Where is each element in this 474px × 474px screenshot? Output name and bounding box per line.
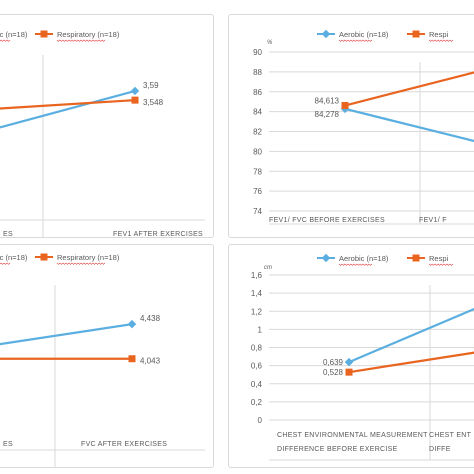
respiratory-point-legend <box>412 254 420 262</box>
data-label: 3,548 <box>143 98 164 107</box>
x-category-label: FEV1/ FVC BEFORE EXERCISES <box>269 217 385 224</box>
data-label: 84,278 <box>315 110 340 119</box>
aerobic-series-line <box>344 107 474 143</box>
respiratory-point-0 <box>345 368 353 376</box>
respiratory-point-legend <box>40 30 48 38</box>
y-tick-label: 74 <box>253 207 262 216</box>
x-category-label: DIFFERENCE BEFORE EXERCISE <box>277 446 398 453</box>
x-category-label: CHEST ENT <box>429 432 472 439</box>
y-unit-label: % <box>267 40 273 46</box>
data-label: 4,438 <box>140 314 161 323</box>
x-category-label: FVC AFTER EXERCISES <box>81 441 167 448</box>
spellcheck-squiggle <box>428 263 454 266</box>
spellcheck-squiggle <box>338 263 373 266</box>
respiratory-point-1 <box>131 96 139 104</box>
y-tick-label: 1,2 <box>251 307 263 316</box>
x-category-label: FEV1 AFTER EXERCISES <box>113 231 203 238</box>
data-label: 84,613 <box>315 97 340 106</box>
data-label: 0,528 <box>323 368 344 377</box>
y-tick-label: 88 <box>253 68 262 77</box>
y-tick-label: 78 <box>253 167 262 176</box>
aerobic-point-legend <box>321 253 331 263</box>
chart-fvc: ES FVC AFTER EXERCISES 4,438 4,043 erobic (n… <box>0 253 205 467</box>
spellcheck-squiggle <box>0 39 11 42</box>
y-tick-label: 1 <box>258 325 263 334</box>
respiratory-point-legend <box>40 253 48 261</box>
spellcheck-squiggle <box>428 39 454 42</box>
y-tick-label: 0,6 <box>251 362 263 371</box>
y-tick-label: 1,6 <box>251 271 263 280</box>
legend-label: erobic (n=18) <box>0 253 28 262</box>
legend-label: Respi <box>429 30 449 39</box>
legend-label: Aerobic (n=18) <box>339 254 389 263</box>
y-tick-label: 80 <box>253 147 262 156</box>
y-tick-label: 84 <box>253 108 262 117</box>
respiratory-point-1 <box>128 355 136 363</box>
respiratory-series-line <box>0 99 136 110</box>
y-tick-label: 0,2 <box>251 398 263 407</box>
chart-fev1: ES FEV1 AFTER EXERCISES 3,59 3,548 erobic (n… <box>0 30 205 238</box>
aerobic-point-1 <box>130 86 140 96</box>
y-tick-label: 1,4 <box>251 289 263 298</box>
legend-label: Aerobic (n=18) <box>339 30 389 39</box>
aerobic-point-1 <box>127 319 137 329</box>
respiratory-point-0 <box>341 102 349 110</box>
aerobic-series-line <box>0 323 133 346</box>
chart-panel-fev1: ES FEV1 AFTER EXERCISES 3,59 3,548 erobic (n… <box>0 14 214 238</box>
legend-label: Respiratory (n=18) <box>57 253 120 262</box>
respiratory-series-line <box>348 351 474 374</box>
y-tick-label: 0,4 <box>251 380 263 389</box>
y-tick-label: 0 <box>258 416 263 425</box>
respiratory-series-line <box>344 71 474 107</box>
aerobic-point-0 <box>344 357 354 367</box>
spellcheck-squiggle <box>56 262 106 265</box>
data-label: 4,043 <box>140 357 161 366</box>
data-label: 3,59 <box>143 81 159 90</box>
spellcheck-squiggle <box>338 39 373 42</box>
y-unit-label: cm <box>264 265 272 271</box>
x-category-label: DIFFE <box>429 446 451 453</box>
spellcheck-squiggle <box>56 39 106 42</box>
y-tick-label: 82 <box>253 128 262 137</box>
aerobic-series-line <box>348 307 474 364</box>
aerobic-point-legend <box>321 29 331 39</box>
chart-chest-measurement: 0 0,2 0,4 0,6 0,8 1 1,2 1,4 1,6cm CHEST ENVIRONME… <box>251 253 474 461</box>
x-category-label: ES <box>3 231 13 238</box>
y-tick-label: 86 <box>253 88 262 97</box>
y-tick-label: 0,8 <box>251 344 263 353</box>
aerobic-series-line <box>0 89 136 129</box>
legend-label: erobic (n=18) <box>0 30 28 39</box>
legend-label: Respiratory (n=18) <box>57 30 120 39</box>
x-category-label: ES <box>3 441 13 448</box>
y-tick-label: 90 <box>253 48 262 57</box>
respiratory-point-legend <box>412 30 420 38</box>
chart-panel-chest: 0 0,2 0,4 0,6 0,8 1 1,2 1,4 1,6 cm CHEST ENVIRONME… <box>228 244 474 468</box>
x-category-label: FEV1/ F <box>419 217 447 224</box>
data-label: 0,639 <box>323 358 344 367</box>
chart-panel-fev1-fvc: 74 76 78 80 82 84 86 88 90% FEV1/ FVC BEFORE EXER… <box>228 14 474 238</box>
y-tick-label: 76 <box>253 187 262 196</box>
chart-fev1-fvc: 74 76 78 80 82 84 86 88 90% FEV1/ FVC BEFORE EXER… <box>253 29 474 225</box>
legend-label: Respi <box>429 254 449 263</box>
spellcheck-squiggle <box>0 262 11 265</box>
x-category-label: CHEST ENVIRONMENTAL MEASUREMENT <box>277 432 428 439</box>
chart-panel-fvc: ES FVC AFTER EXERCISES 4,438 4,043 erobic (n… <box>0 244 214 468</box>
